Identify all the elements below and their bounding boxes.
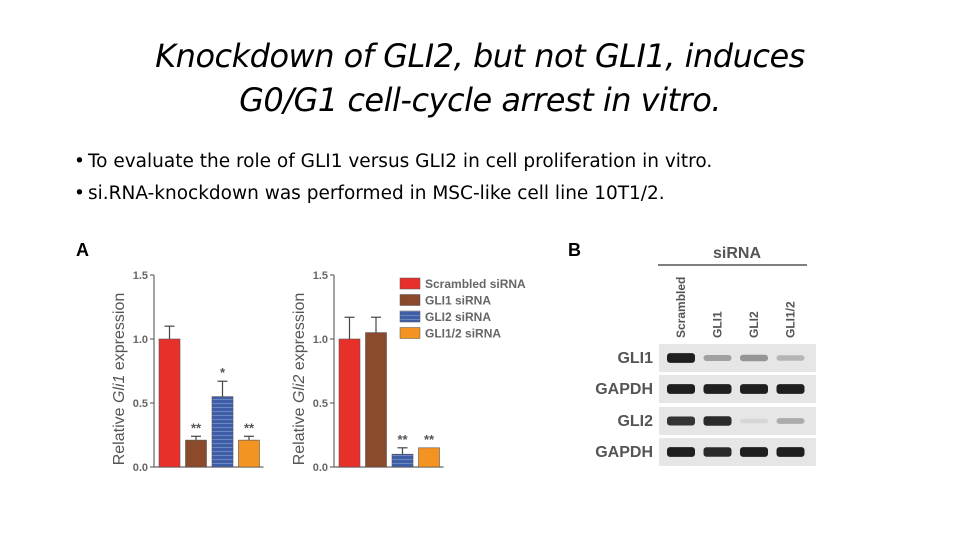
blot-row-label: GAPDH: [595, 444, 653, 461]
blot-band: [667, 353, 695, 363]
legend-swatch: [399, 294, 421, 306]
y-tick-label: 1.0: [133, 334, 148, 346]
y-tick-label: 0.0: [313, 462, 328, 474]
legend-label: GLI1 siRNA: [425, 294, 491, 308]
title-line-1: Knockdown of GLI2, but not GLI1, induces: [155, 37, 805, 75]
title-line-2: G0/G1 cell-cycle arrest in vitro.: [239, 81, 721, 119]
legend-label: Scrambled siRNA: [425, 277, 526, 291]
bar-1: [158, 338, 181, 468]
bullet-item: • To evaluate the role of GLI1 versus GLI…: [74, 146, 934, 178]
panel-b-label: B: [568, 240, 581, 260]
blot-band: [740, 354, 768, 362]
lane-label: GLI1: [711, 311, 725, 338]
blot-band: [740, 418, 768, 424]
y-axis-label-suffix: expression: [111, 293, 128, 375]
lane-label: GLI1/2: [784, 301, 798, 338]
significance-label: *: [220, 365, 226, 380]
blot-band: [740, 384, 768, 394]
blot-band: [667, 416, 695, 426]
slide-title: Knockdown of GLI2, but not GLI1, induces…: [0, 34, 960, 122]
bullet-text: si.RNA-knockdown was performed in MSC-li…: [88, 183, 665, 204]
bar-1: [338, 338, 361, 468]
blot-row-label: GLI1: [617, 350, 653, 367]
gli2-expression-chart: Relative Gli2 expression 0.0 0.5 1.0 1.5 ** **…: [291, 270, 526, 474]
legend-swatch: [399, 327, 421, 339]
y-tick-label: 1.5: [133, 270, 148, 282]
legend-swatch: [399, 277, 421, 290]
bar-3: [211, 396, 234, 468]
significance-label: **: [191, 420, 202, 435]
y-axis-label: Relative Gli2 expression: [291, 293, 308, 466]
gli1-expression-chart: Relative Gli1 expression0.00.51.01.5****…: [111, 270, 264, 474]
bar-2: [185, 439, 207, 468]
y-axis-label-suffix: expression: [291, 293, 308, 375]
y-axis-label-prefix: Relative: [111, 403, 128, 465]
blot-band: [740, 447, 768, 457]
bar-4: [238, 439, 260, 468]
blot-band: [776, 447, 805, 457]
bar-3: [391, 453, 414, 468]
bullet-text: To evaluate the role of GLI1 versus GLI2…: [88, 151, 713, 172]
y-tick-label: 1.0: [313, 334, 328, 346]
blot-band: [703, 384, 732, 394]
y-axis-label-gene: Gli1: [111, 375, 128, 403]
blot-row-label: GAPDH: [595, 381, 653, 398]
bullet-dot-icon: •: [74, 183, 85, 204]
blot-band: [776, 384, 805, 394]
blot-band: [776, 418, 805, 424]
y-tick-label: 0.5: [133, 398, 148, 410]
bullet-list: • To evaluate the role of GLI1 versus GLI…: [74, 146, 934, 210]
blot-band: [703, 416, 732, 426]
significance-label: **: [397, 432, 408, 447]
blot-row-label: GLI2: [617, 413, 653, 430]
legend-label: GLI2 siRNA: [425, 310, 491, 324]
significance-label: **: [244, 420, 255, 435]
bar-2: [365, 332, 387, 468]
blot-band: [703, 447, 732, 457]
blot-band: [667, 447, 695, 457]
blot-band: [667, 384, 695, 394]
legend-swatch: [399, 310, 421, 323]
lane-label: GLI2: [747, 311, 761, 338]
sirna-header: siRNA: [713, 245, 761, 262]
significance-label: **: [424, 432, 435, 447]
western-blot: siRNA Scrambled GLI1 GLI2 GLI1/2 GLI1 GAPDH GLI…: [595, 245, 816, 466]
y-tick-label: 1.5: [313, 270, 328, 282]
y-axis-label-gene: Gli2: [291, 374, 308, 403]
y-tick-label: 0.0: [133, 462, 148, 474]
y-axis-label: Relative Gli1 expression: [111, 293, 128, 466]
bullet-item: • si.RNA-knockdown was performed in MSC-l…: [74, 178, 934, 210]
legend-label: GLI1/2 siRNA: [425, 327, 501, 341]
lane-label: Scrambled: [674, 277, 688, 338]
y-tick-label: 0.5: [313, 398, 328, 410]
bar-4: [418, 447, 440, 468]
bullet-dot-icon: •: [74, 151, 85, 172]
y-axis-label-prefix: Relative: [291, 403, 308, 465]
blot-band: [776, 355, 805, 361]
blot-band: [703, 354, 732, 362]
panel-a-label: A: [76, 240, 89, 260]
